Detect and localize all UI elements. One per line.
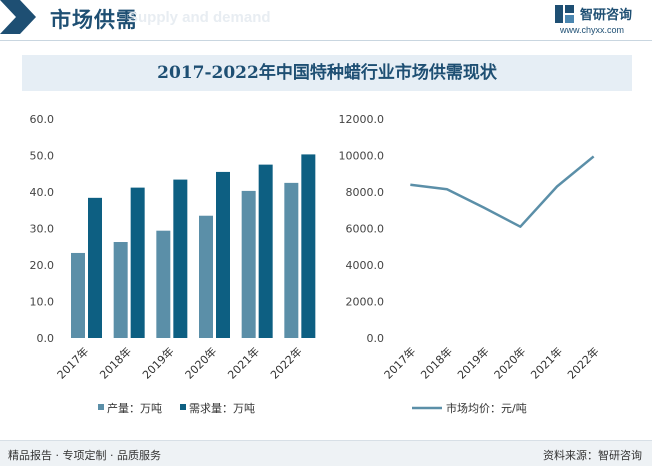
line-y-tick-label: 10000.0 — [339, 150, 385, 163]
demand-bar — [130, 187, 145, 338]
line-x-tick-label: 2017年 — [381, 344, 418, 381]
logo-name: 智研咨询 — [580, 8, 633, 23]
bar-x-tick-label: 2022年 — [267, 344, 304, 381]
page-header: 市场供需 Supply and demand 智研咨询 www.chyxx.co… — [0, 0, 652, 38]
bar-x-tick-label: 2021年 — [225, 344, 262, 381]
line-legend-label: 市场均价：元/吨 — [446, 401, 527, 415]
line-x-tick-label: 2018年 — [418, 344, 455, 381]
bar-y-tick-label: 60.0 — [30, 113, 55, 126]
production-bar — [284, 182, 299, 338]
chart-title-band: 2017-2022年中国特种蜡行业市场供需现状 — [22, 55, 632, 91]
line-y-tick-label: 4000.0 — [346, 259, 385, 272]
bar-legend-swatch — [98, 404, 104, 410]
page-footer: 精品报告 · 专项定制 · 品质服务 资料来源：智研咨询 — [0, 440, 652, 466]
bar-legend-label: 需求量：万吨 — [189, 402, 255, 415]
header-ghost-text: Supply and demand — [128, 9, 271, 26]
demand-bar — [88, 197, 102, 338]
line-x-tick-label: 2022年 — [564, 344, 601, 381]
line-y-tick-label: 12000.0 — [339, 113, 385, 126]
header-chevron-icon — [0, 0, 36, 34]
line-x-tick-label: 2021年 — [528, 344, 565, 381]
bar-x-tick-label: 2020年 — [182, 344, 219, 381]
header-divider — [0, 40, 652, 41]
line-y-tick-label: 0.0 — [367, 332, 385, 345]
bar-x-tick-label: 2018年 — [97, 344, 134, 381]
bar-x-tick-label: 2017年 — [54, 344, 91, 381]
bar-y-tick-label: 20.0 — [30, 259, 55, 272]
production-bar — [156, 230, 171, 338]
logo-url: www.chyxx.com — [560, 25, 625, 35]
demand-bar — [216, 171, 230, 338]
chyxx-logo-icon — [555, 5, 574, 23]
line-y-tick-label: 6000.0 — [346, 223, 385, 236]
bar-legend-label: 产量：万吨 — [107, 401, 162, 415]
bar-y-tick-label: 50.0 — [30, 150, 55, 163]
bar-x-tick-label: 2019年 — [139, 344, 176, 381]
footer-tagline: 精品报告 · 专项定制 · 品质服务 — [8, 449, 161, 462]
line-y-tick-label: 8000.0 — [346, 186, 385, 199]
demand-bar — [173, 179, 188, 338]
production-bar — [71, 252, 85, 338]
production-bar — [113, 242, 128, 338]
line-x-tick-label: 2020年 — [491, 344, 528, 381]
price-line — [410, 155, 595, 228]
line-x-tick-label: 2019年 — [454, 344, 491, 381]
chart-title: 2017-2022年中国特种蜡行业市场供需现状 — [157, 63, 497, 83]
bar-legend-swatch — [180, 404, 186, 410]
demand-bar — [301, 154, 316, 338]
bar-y-tick-label: 40.0 — [30, 186, 55, 199]
production-bar — [199, 215, 213, 338]
demand-bar — [258, 164, 273, 338]
bar-y-tick-label: 0.0 — [37, 332, 55, 345]
bar-y-tick-label: 10.0 — [30, 296, 55, 309]
line-y-tick-label: 2000.0 — [346, 296, 385, 309]
footer-source: 资料来源：智研咨询 — [543, 449, 642, 462]
production-bar — [241, 190, 256, 338]
bar-y-tick-label: 30.0 — [30, 223, 55, 236]
header-title: 市场供需 — [50, 8, 138, 32]
